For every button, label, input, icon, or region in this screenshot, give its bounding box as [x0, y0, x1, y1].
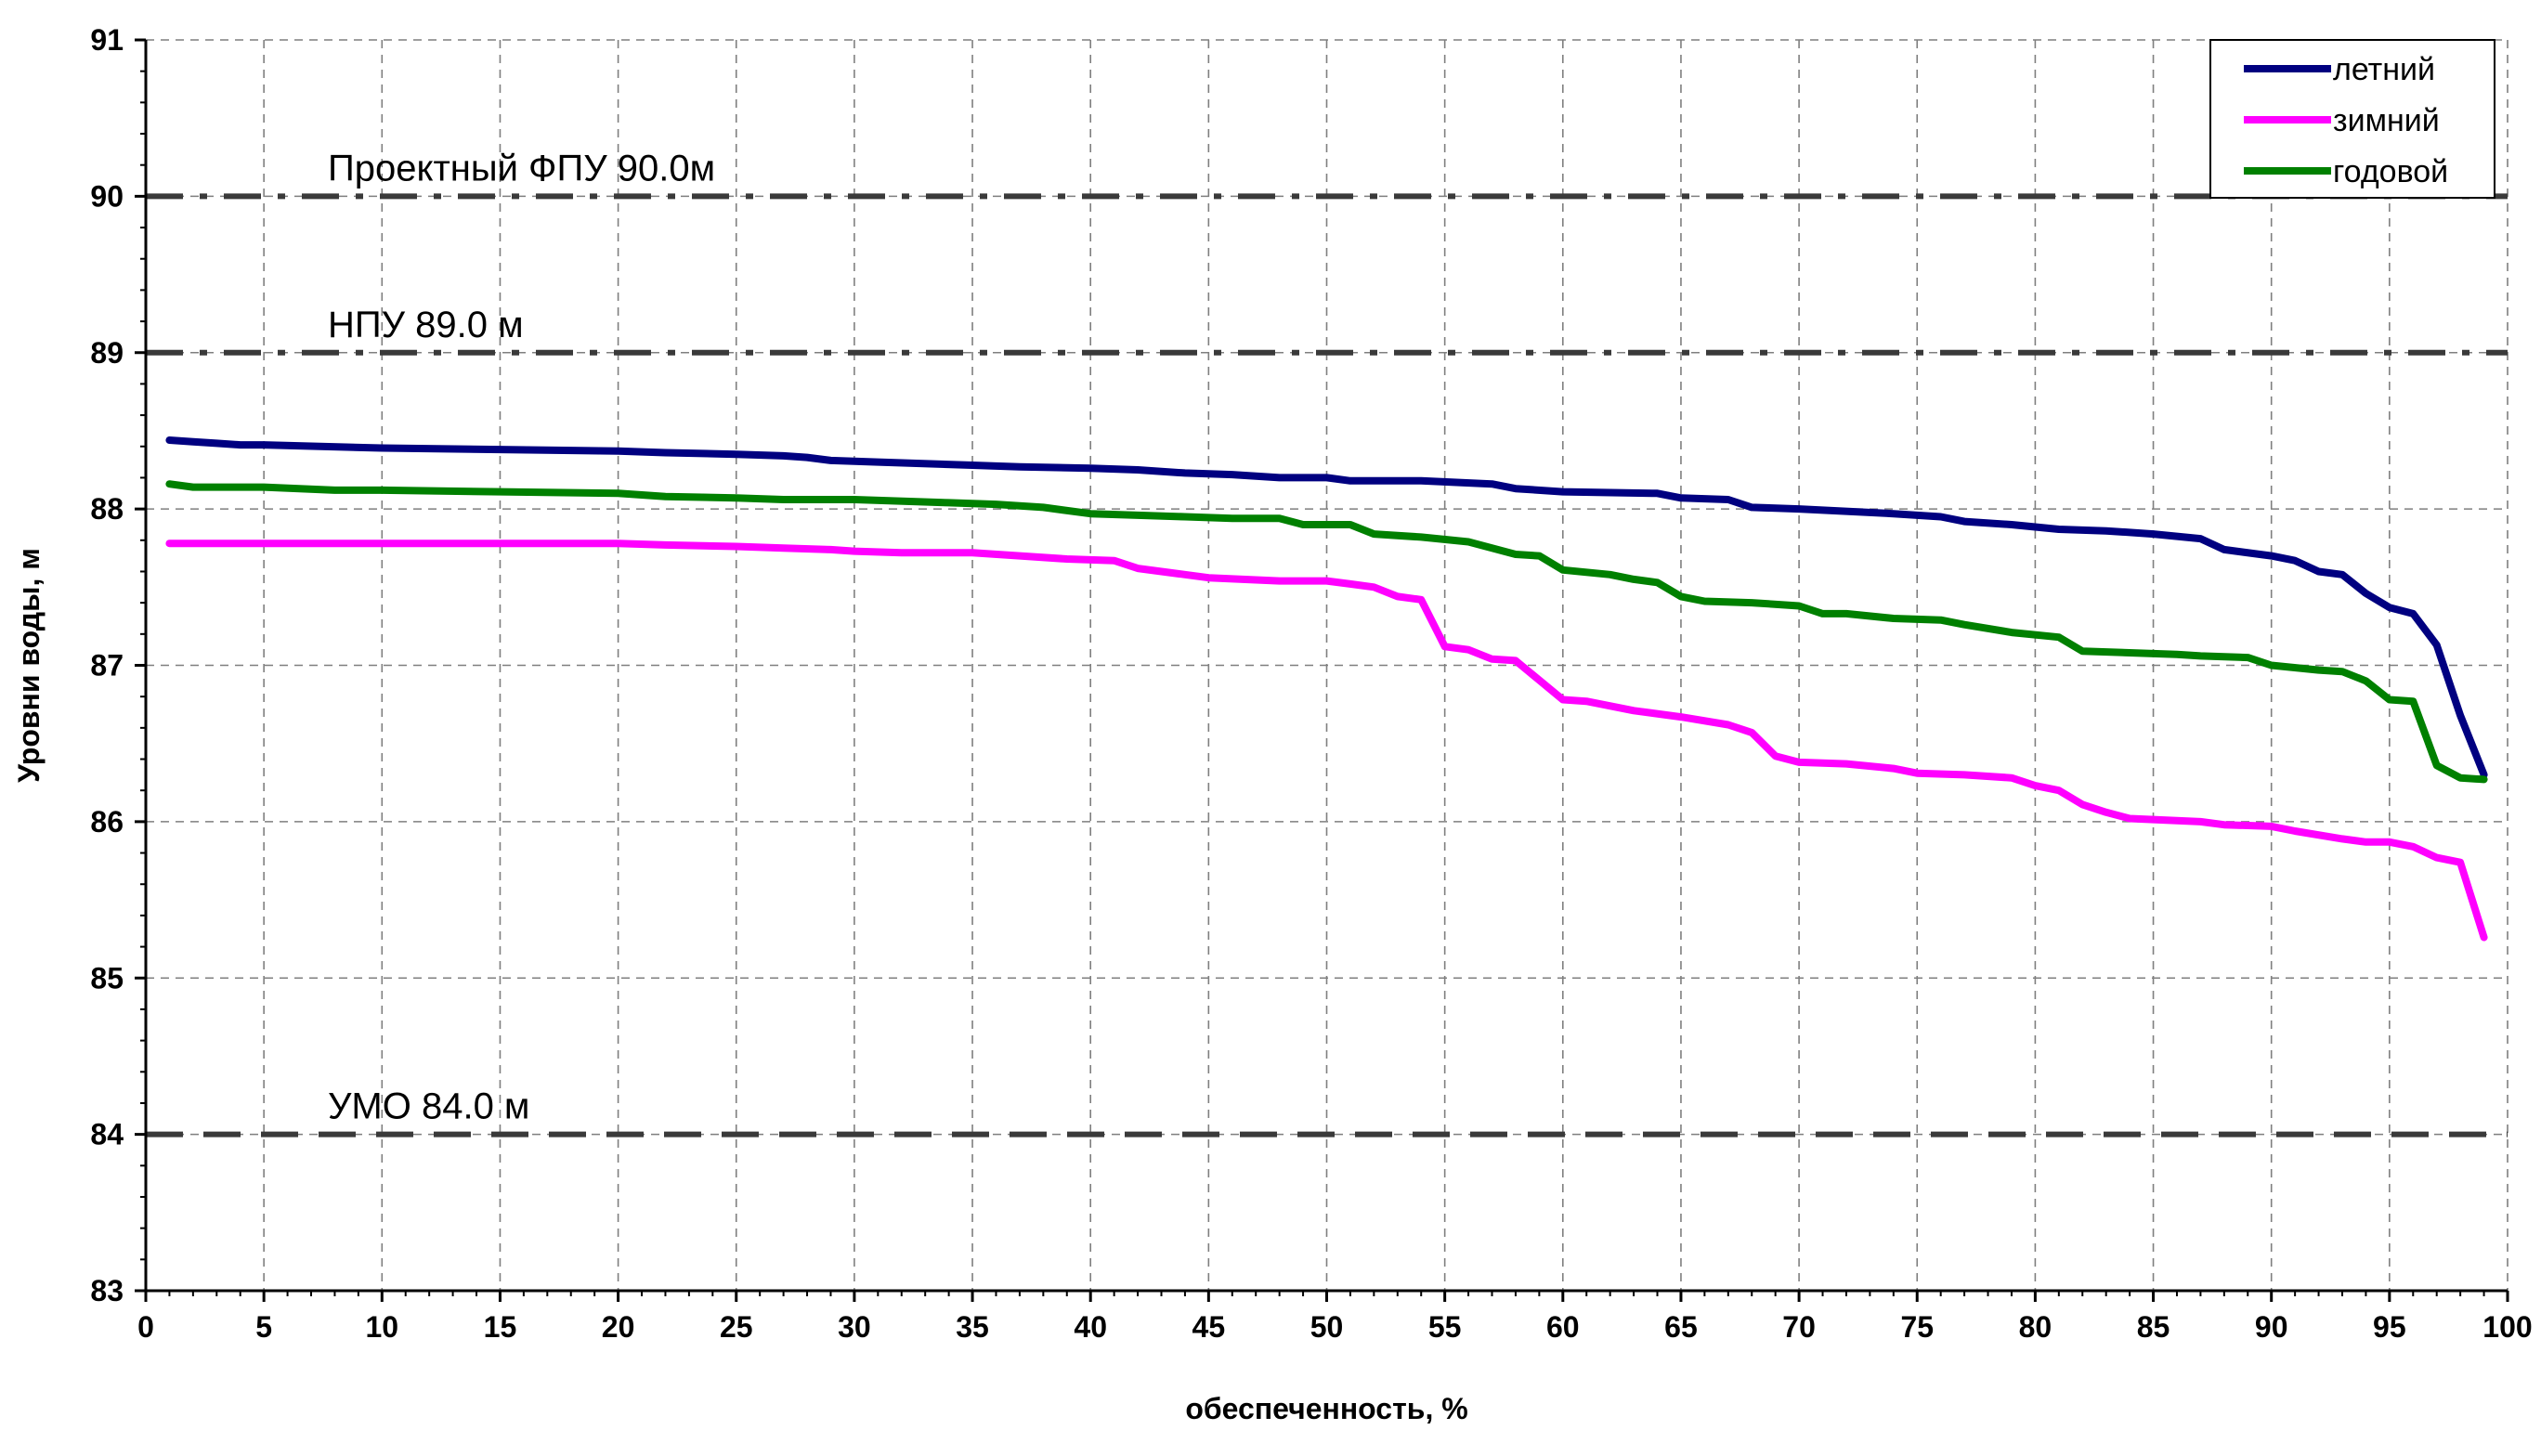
x-tick-label: 0 — [137, 1310, 154, 1344]
legend-label: летний — [2333, 52, 2435, 87]
y-tick-label: 85 — [90, 961, 124, 994]
x-tick-label: 15 — [484, 1310, 517, 1344]
x-tick-label: 35 — [956, 1310, 989, 1344]
y-tick-label: 91 — [90, 23, 124, 57]
x-tick-label: 65 — [1664, 1310, 1698, 1344]
legend: летний зимний годовой — [2209, 39, 2495, 199]
x-axis-title: обеспеченность, % — [1185, 1392, 1467, 1425]
y-tick-label: 90 — [90, 179, 124, 213]
x-tick-label: 20 — [602, 1310, 635, 1344]
x-tick-label: 25 — [720, 1310, 753, 1344]
reference-lines: Проектный ФПУ 90.0м НПУ 89.0 м УМО 84.0 м — [146, 148, 2508, 1138]
y-tick-label: 86 — [90, 805, 124, 838]
y-tick-label: 89 — [90, 336, 124, 370]
legend-label: годовой — [2333, 154, 2448, 189]
series-line-1 — [165, 436, 2488, 779]
x-tick-label: 90 — [2255, 1310, 2288, 1344]
series-line-2 — [165, 540, 2488, 942]
x-tick-label: 5 — [255, 1310, 272, 1344]
y-tick-label: 84 — [90, 1118, 124, 1151]
x-tick-label: 75 — [1900, 1310, 1934, 1344]
x-tick-labels: 0 5 10 15 20 25 30 35 40 45 50 55 60 65 70 75 80 85 90 95 10… — [137, 1310, 2533, 1344]
legend-label: зимний — [2333, 103, 2440, 138]
x-tick-label: 45 — [1192, 1310, 1226, 1344]
y-tick-label: 88 — [90, 492, 124, 526]
reference-line-label: Проектный ФПУ 90.0м — [328, 148, 715, 188]
series-line-3 — [165, 480, 2488, 784]
y-axis-title: Уровни воды, м — [12, 548, 46, 783]
y-tick-labels: 83 84 85 86 87 88 89 90 91 — [90, 23, 124, 1307]
x-tick-label: 50 — [1310, 1310, 1344, 1344]
x-tick-label: 80 — [2019, 1310, 2052, 1344]
x-tick-label: 10 — [366, 1310, 399, 1344]
reference-line-label: УМО 84.0 м — [328, 1086, 529, 1127]
axes — [135, 38, 2509, 1302]
series-group — [165, 436, 2488, 942]
x-tick-label: 40 — [1074, 1310, 1107, 1344]
reference-line-label: НПУ 89.0 м — [328, 305, 524, 345]
x-tick-label: 30 — [838, 1310, 871, 1344]
y-tick-label: 83 — [90, 1274, 124, 1307]
x-tick-label: 95 — [2373, 1310, 2406, 1344]
y-tick-label: 87 — [90, 649, 124, 682]
x-tick-label: 85 — [2137, 1310, 2170, 1344]
x-tick-label: 55 — [1428, 1310, 1462, 1344]
x-tick-label: 60 — [1546, 1310, 1580, 1344]
x-tick-label: 100 — [2482, 1310, 2532, 1344]
x-tick-label: 70 — [1782, 1310, 1816, 1344]
